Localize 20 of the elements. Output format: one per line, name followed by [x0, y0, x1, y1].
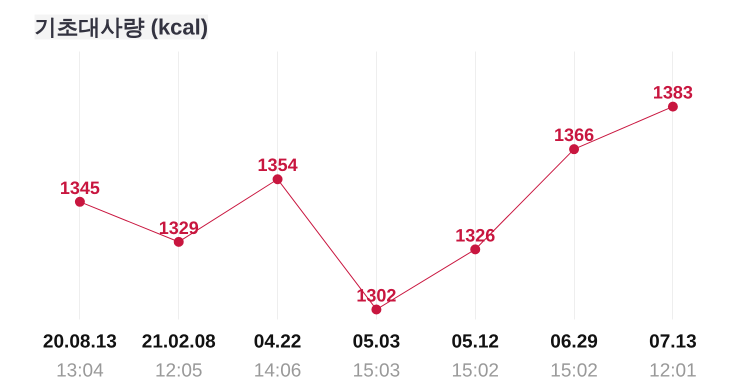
point [668, 102, 678, 112]
point [470, 244, 480, 254]
data-label: 1366 [554, 125, 594, 146]
point [174, 236, 184, 247]
data-label: 1329 [158, 218, 199, 238]
data-label: 1354 [258, 155, 298, 176]
point [569, 144, 580, 154]
point [74, 196, 85, 207]
data-label: 1383 [652, 82, 693, 103]
point [371, 304, 382, 314]
category-label: 05.03 15:03 [352, 332, 400, 382]
data-label: 1345 [60, 178, 100, 198]
category-label: 07.13 12:01 [649, 332, 697, 382]
chart-title: 기초대사량 (kcal) [34, 14, 208, 40]
category-label: 20.08.13 13:04 [42, 332, 117, 382]
category-label: 05.12 15:02 [451, 332, 500, 382]
category-label: 04.22 14:06 [254, 332, 302, 382]
point [272, 174, 283, 184]
category-label: 06.29 15:02 [550, 332, 598, 382]
category-label: 21.02.08 12:05 [142, 332, 216, 382]
